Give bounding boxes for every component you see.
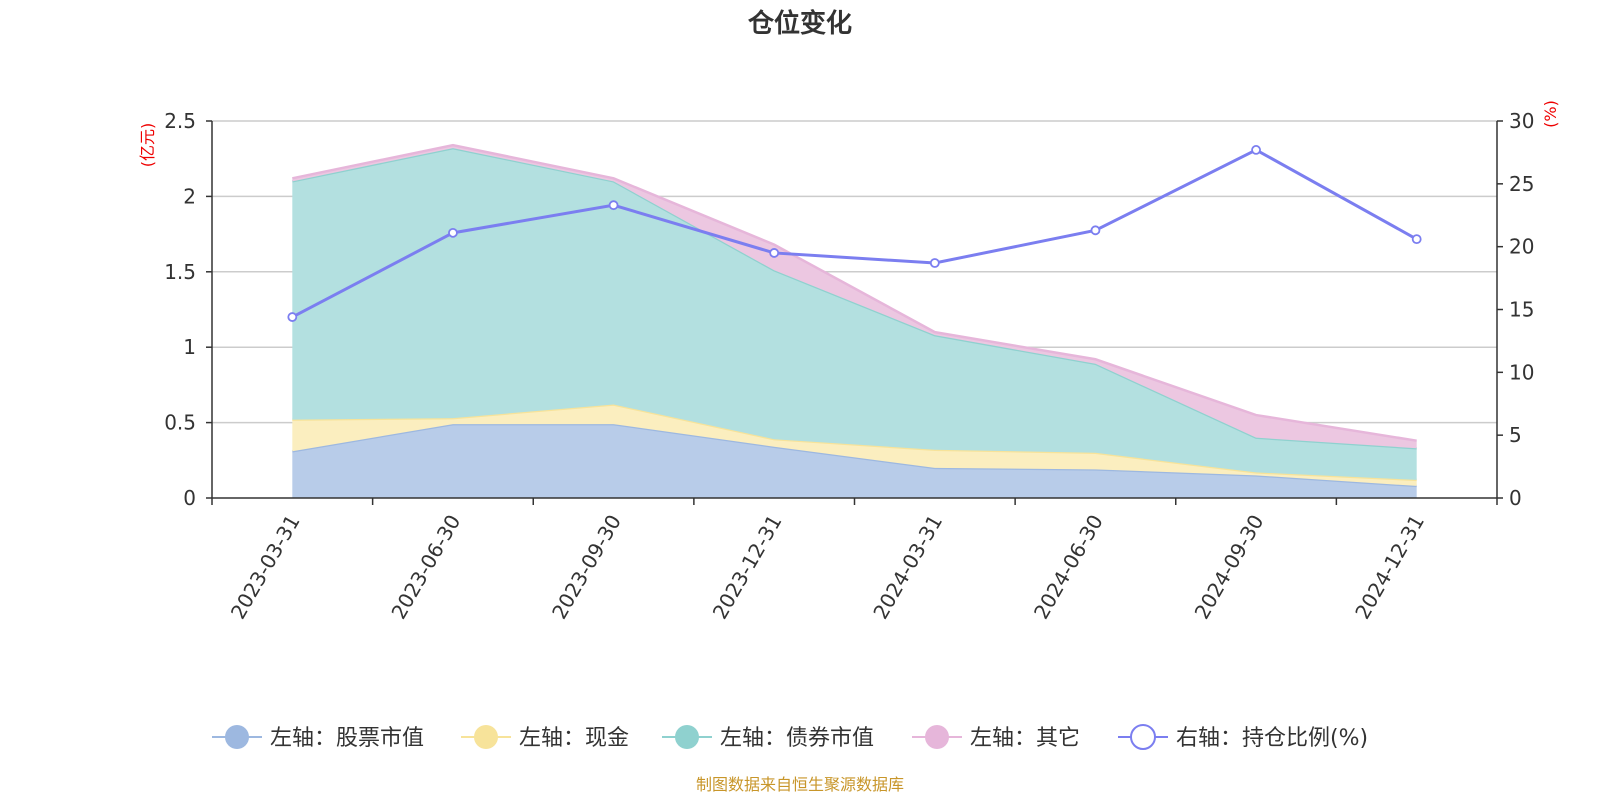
right-tick-label: 5 (1509, 423, 1522, 447)
ratio-point (608, 200, 619, 211)
area-左轴：债券市值 (292, 148, 1417, 480)
right-tick-label: 30 (1509, 109, 1534, 133)
right-tick-label: 10 (1509, 360, 1534, 384)
ratio-point (1411, 234, 1422, 245)
ratio-line-path (291, 148, 1418, 319)
legend-marker (925, 725, 949, 749)
legend-label: 左轴：现金 (519, 726, 629, 751)
legend-marker (675, 725, 699, 749)
left-tick-label: 2 (183, 184, 196, 208)
x-tick-label: 2023-12-31 (708, 511, 787, 624)
legend: 左轴：股票市值 左轴：现金 左轴：债券市值 左轴：其它 右轴：持仓比例(%) (212, 724, 1368, 751)
left-tick-label: 1.5 (164, 260, 196, 284)
x-tick-label: 2024-09-30 (1189, 511, 1268, 624)
x-tick-label: 2024-12-31 (1350, 511, 1429, 624)
area-左轴：股票市值 (292, 424, 1417, 498)
area-左轴：其它 (292, 145, 1417, 449)
ratio-point (1090, 225, 1101, 236)
data-source-footer: 制图数据来自恒生聚源数据库 (696, 775, 904, 794)
left-tick-label: 2.5 (164, 109, 196, 133)
legend-marker (225, 725, 249, 749)
legend-label: 左轴：股票市值 (270, 726, 424, 751)
ratio-point (929, 258, 940, 268)
legend-label: 左轴：债券市值 (720, 726, 874, 751)
left-tick-label: 0.5 (164, 411, 196, 435)
legend-marker (1130, 724, 1156, 750)
x-tick-label: 2024-03-31 (868, 511, 947, 624)
right-tick-label: 15 (1509, 298, 1534, 322)
legend-label: 左轴：其它 (970, 726, 1080, 751)
legend-item: 左轴：股票市值 (212, 725, 424, 751)
x-tick-label: 2024-06-30 (1029, 511, 1108, 624)
x-tick-label: 2023-06-30 (386, 511, 465, 624)
ratio-point (769, 248, 780, 258)
legend-label: 右轴：持仓比例(%) (1176, 726, 1368, 751)
area-edge-左轴：其它 (292, 143, 1417, 442)
right-tick-label: 20 (1509, 235, 1534, 259)
stacked-areas (292, 143, 1417, 498)
legend-item: 左轴：其它 (912, 725, 1080, 751)
chart-title: 仓位变化 (747, 8, 852, 39)
x-tick-label: 2023-03-31 (226, 511, 305, 624)
left-tick-label: 1 (183, 335, 196, 359)
right-tick-label: 25 (1509, 172, 1534, 196)
ratio-point (287, 312, 298, 322)
x-tick-label: 2023-09-30 (547, 511, 626, 624)
ratio-point (448, 227, 458, 238)
right-tick-label: 0 (1509, 486, 1522, 510)
right-axis-unit: (%) (1541, 100, 1560, 128)
ratio-point (1251, 145, 1261, 155)
legend-item: 左轴：债券市值 (662, 725, 874, 751)
left-tick-label: 0 (183, 486, 196, 510)
legend-marker (474, 725, 498, 749)
legend-item: 左轴：现金 (461, 725, 629, 751)
ratio-line (287, 145, 1422, 322)
legend-item: 右轴：持仓比例(%) (1118, 724, 1368, 751)
left-axis-unit: (亿元) (138, 123, 157, 168)
